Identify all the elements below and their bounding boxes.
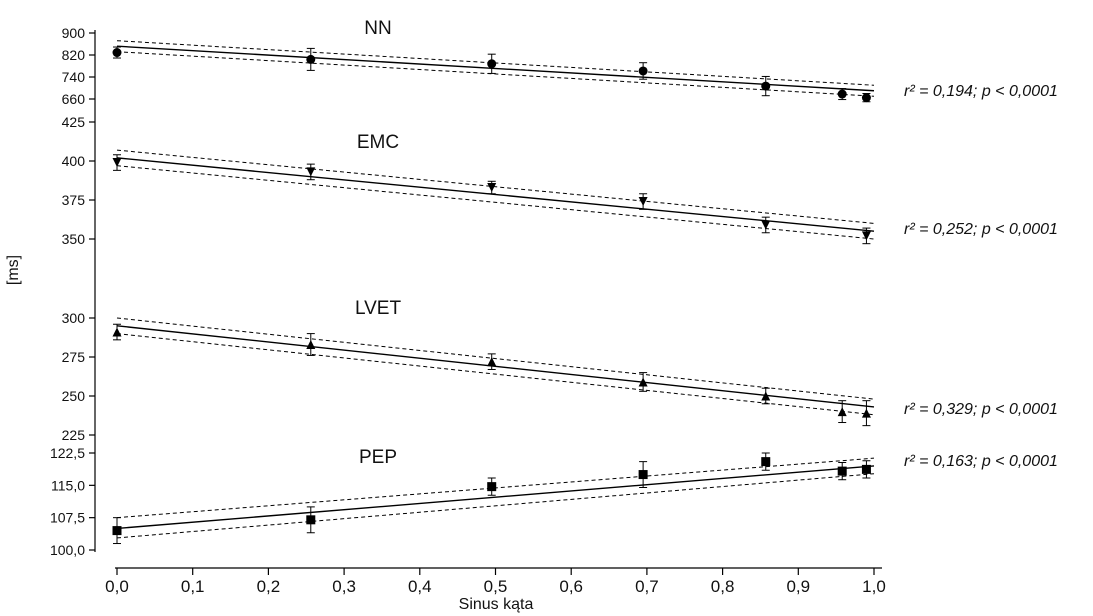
data-point-triangle-down [761,220,771,230]
x-tick-label: 0,6 [559,577,583,596]
data-point-square [837,466,847,476]
data-point-square [861,464,871,474]
panel-label: NN [364,18,391,39]
y-tick-label: 100,0 [50,542,85,558]
data-point-triangle-up [638,377,648,387]
data-points [112,48,871,536]
panel-label: EMC [357,132,399,153]
panel-stats: r² = 0,252; p < 0,0001 [904,221,1058,238]
error-bars [113,46,871,545]
ci-upper-line [116,149,875,224]
y-tick-label: 250 [62,388,86,404]
y-tick-label: 275 [62,349,86,365]
data-point-square [761,457,771,467]
regression-line [116,45,875,92]
x-tick-label: 0,0 [105,577,129,596]
data-point-triangle-down [112,158,122,168]
y-tick-label: 375 [62,192,86,208]
data-point-circle [306,54,316,64]
y-tick-label: 225 [62,427,86,443]
data-point-square [638,470,648,480]
y-tick-label: 300 [62,310,86,326]
data-point-square [112,526,122,536]
ci-lower-line [116,333,875,416]
y-tick-label: 122,5 [50,445,85,461]
data-point-triangle-down [487,183,497,193]
y-tick-label: 115,0 [51,477,85,493]
axes [89,30,882,575]
x-tick-label: 0,2 [257,577,281,596]
ci-lower-line [116,165,875,240]
x-axis-title: Sinus kąta [459,596,534,613]
x-tick-label: 0,8 [711,577,735,596]
data-point-triangle-up [306,340,316,350]
x-tick-label: 0,3 [332,577,356,596]
y-axis-title: [ms] [5,255,22,285]
y-tick-label: 400 [62,153,86,169]
data-point-circle [761,81,771,91]
x-tick-label: 0,5 [484,577,508,596]
data-point-circle [487,59,497,69]
x-tick-label: 0,7 [635,577,659,596]
data-point-triangle-up [487,357,497,367]
panel-labels: NN r² = 0,194; p < 0,0001 EMC r² = 0,252; p… [355,18,1058,470]
data-point-square [306,515,316,525]
panel-stats: r² = 0,163; p < 0,0001 [904,453,1058,470]
ci-lower-line [116,51,875,97]
y-tick-label: 820 [62,47,86,63]
data-point-triangle-down [861,231,871,241]
regression-line [116,325,875,408]
x-tick-label: 0,1 [181,577,205,596]
tick-labels: 0,0 0,1 0,2 0,3 0,4 0,5 0,6 0,7 0,8 0,9 1,0 660 740 8… [50,25,886,596]
data-point-square [487,482,497,492]
data-point-triangle-up [837,407,847,417]
regression-line [116,465,875,530]
regression-line [116,157,875,232]
panel-stats: r² = 0,194; p < 0,0001 [904,83,1058,100]
panel-stats: r² = 0,329; p < 0,0001 [904,401,1058,418]
y-tick-label: 740 [62,69,86,85]
data-point-triangle-down [638,197,648,207]
data-point-circle [638,66,648,76]
data-point-triangle-up [861,408,871,418]
panel-label: LVET [355,298,402,319]
y-tick-label: 107,5 [50,510,85,526]
ci-upper-line [116,317,875,400]
ci-lower-line [116,473,875,539]
data-point-triangle-up [112,327,122,337]
x-tick-label: 0,4 [408,577,432,596]
regression-lines [116,40,875,539]
x-tick-label: 1,0 [862,577,886,596]
data-point-circle [861,93,871,103]
data-point-triangle-up [761,391,771,401]
y-tick-label: 350 [62,231,86,247]
y-tick-label: 660 [62,91,86,107]
panel-label: PEP [359,447,397,468]
data-point-circle [837,89,847,99]
data-point-circle [112,48,122,58]
y-tick-label: 425 [62,114,86,130]
data-point-triangle-down [306,167,316,177]
y-tick-label: 900 [62,25,86,41]
x-tick-label: 0,9 [786,577,810,596]
